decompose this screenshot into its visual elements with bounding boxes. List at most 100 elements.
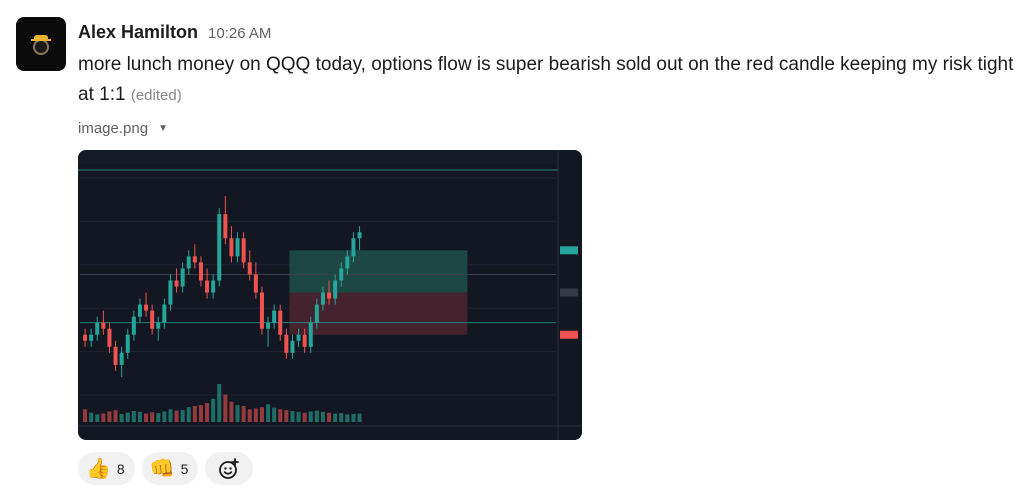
candle-body bbox=[351, 238, 356, 257]
candle-body bbox=[192, 256, 197, 263]
candle-body bbox=[259, 292, 264, 329]
volume-bar bbox=[162, 411, 167, 422]
candle-body bbox=[95, 322, 100, 335]
volume-bar bbox=[253, 408, 258, 422]
candle-body bbox=[137, 304, 142, 317]
candle-body bbox=[131, 316, 136, 335]
candlestick-chart bbox=[78, 150, 582, 440]
message-body: more lunch money on QQQ today, options f… bbox=[78, 50, 1023, 111]
candle-body bbox=[320, 292, 325, 305]
volume-bar bbox=[89, 412, 94, 422]
volume-bar bbox=[296, 411, 301, 422]
candle-body bbox=[180, 268, 185, 287]
volume-bar bbox=[156, 413, 161, 422]
candle-body bbox=[156, 322, 161, 329]
candle-body bbox=[89, 334, 94, 341]
fist-bump-icon: 👊 bbox=[149, 457, 175, 480]
candle-body bbox=[83, 334, 88, 341]
volume-bar bbox=[259, 407, 264, 422]
profit-zone bbox=[289, 250, 468, 293]
attachment-header[interactable]: image.png ▼ bbox=[78, 120, 168, 137]
candle-body bbox=[357, 232, 362, 239]
volume-bar bbox=[217, 384, 222, 422]
volume-bar bbox=[247, 409, 252, 422]
author-name[interactable]: Alex Hamilton bbox=[78, 22, 199, 42]
avatar-hat bbox=[34, 35, 48, 40]
candle-body bbox=[162, 304, 167, 323]
reaction-thumbs-up[interactable]: 👍 8 bbox=[78, 452, 135, 485]
message-text: more lunch money on QQQ today, options f… bbox=[78, 54, 1014, 105]
volume-bar bbox=[95, 414, 100, 422]
candle-body bbox=[333, 280, 338, 299]
volume-bar bbox=[205, 403, 210, 422]
candle-body bbox=[205, 280, 210, 293]
candle-body bbox=[296, 334, 301, 341]
candle-body bbox=[241, 238, 246, 263]
volume-bar bbox=[357, 413, 362, 422]
candle-body bbox=[101, 322, 106, 329]
author-avatar[interactable] bbox=[16, 17, 66, 71]
candle-body bbox=[314, 304, 319, 323]
volume-bar bbox=[278, 409, 283, 422]
candle-body bbox=[308, 322, 313, 347]
stop-price-tag bbox=[560, 330, 578, 339]
candle-body bbox=[345, 256, 350, 269]
volume-bar bbox=[125, 412, 130, 422]
edited-label: (edited) bbox=[130, 87, 182, 104]
caret-down-icon[interactable]: ▼ bbox=[158, 123, 168, 134]
volume-bar bbox=[198, 405, 203, 422]
add-reaction-icon bbox=[219, 457, 240, 479]
volume-bar bbox=[168, 409, 173, 422]
entry-price-tag bbox=[560, 288, 578, 297]
candle-body bbox=[113, 346, 118, 365]
volume-bar bbox=[241, 405, 246, 422]
candle-body bbox=[278, 310, 283, 335]
reaction-fist-bump[interactable]: 👊 5 bbox=[141, 452, 199, 485]
volume-bar bbox=[327, 412, 332, 422]
candle-body bbox=[339, 268, 344, 281]
candle-body bbox=[247, 262, 252, 275]
volume-bar bbox=[137, 411, 142, 422]
volume-bar bbox=[113, 410, 118, 422]
reaction-count: 5 bbox=[180, 460, 189, 477]
candle-body bbox=[253, 274, 258, 293]
candle-body bbox=[229, 238, 234, 257]
volume-bar bbox=[192, 405, 197, 422]
chart-toolbar bbox=[78, 150, 582, 164]
candle-body bbox=[272, 310, 277, 323]
volume-bar bbox=[351, 413, 356, 422]
avatar-hat-brim bbox=[31, 39, 51, 41]
add-reaction-button[interactable] bbox=[205, 452, 254, 485]
target-price-tag bbox=[560, 246, 578, 255]
ninja-avatar-icon bbox=[33, 39, 49, 55]
volume-bar bbox=[174, 410, 179, 422]
candle-body bbox=[284, 334, 289, 353]
candle-body bbox=[107, 328, 112, 347]
volume-bar bbox=[101, 413, 106, 422]
volume-bar bbox=[107, 411, 112, 422]
volume-bar bbox=[284, 410, 289, 422]
candle-body bbox=[217, 214, 222, 281]
message-header: Alex Hamilton 10:26 AM bbox=[78, 22, 271, 43]
candle-body bbox=[223, 214, 228, 239]
candle-body bbox=[235, 238, 240, 257]
volume-bar bbox=[211, 398, 216, 422]
volume-bar bbox=[314, 410, 319, 422]
volume-bar bbox=[302, 412, 307, 422]
volume-bar bbox=[83, 409, 88, 422]
volume-bar bbox=[150, 412, 155, 422]
volume-bar bbox=[272, 407, 277, 422]
volume-bar bbox=[229, 401, 234, 422]
loss-zone bbox=[289, 292, 468, 335]
candle-body bbox=[302, 334, 307, 347]
volume-bar bbox=[144, 413, 149, 422]
attachment-filename: image.png bbox=[78, 120, 149, 137]
reactions-bar: 👍 8 👊 5 bbox=[78, 452, 254, 485]
chart-image[interactable] bbox=[78, 150, 582, 440]
volume-bar bbox=[266, 404, 271, 422]
candle-body bbox=[119, 352, 124, 365]
message-timestamp[interactable]: 10:26 AM bbox=[208, 25, 272, 42]
volume-bar bbox=[235, 405, 240, 422]
volume-bar bbox=[223, 394, 228, 422]
volume-bar bbox=[345, 414, 350, 422]
